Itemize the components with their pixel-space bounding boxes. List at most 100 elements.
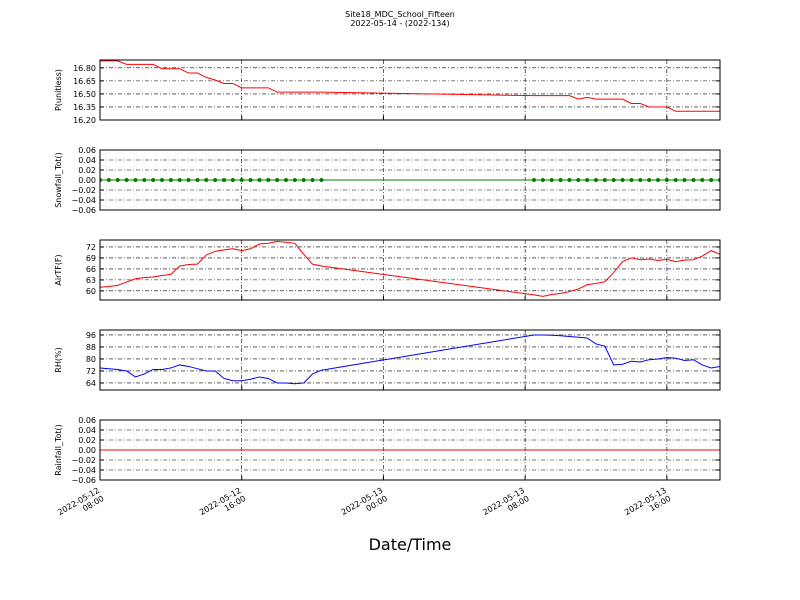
y-axis-label: Rainfall_Tot() (54, 424, 63, 476)
data-point (656, 178, 660, 182)
y-tick-label: 72 (86, 367, 96, 376)
data-point (142, 178, 147, 182)
data-point (532, 178, 536, 182)
y-tick-label: 0.02 (78, 166, 96, 175)
data-point (319, 178, 324, 182)
data-point (301, 178, 306, 182)
data-point (160, 178, 164, 182)
y-tick-label: 0.00 (78, 176, 96, 185)
y-axis-label: RH(%) (54, 347, 63, 372)
y-tick-label: 63 (86, 276, 96, 285)
y-tick-label: 64 (86, 379, 96, 388)
data-point (248, 178, 253, 182)
data-point (239, 178, 244, 182)
data-point (106, 178, 111, 182)
y-tick-label: −0.02 (71, 456, 96, 465)
x-axis-label: Date/Time (369, 535, 452, 554)
data-point (638, 178, 643, 182)
plot-frame (99, 419, 721, 481)
data-point (682, 178, 687, 182)
y-axis-label: Snowfall_Tot() (54, 152, 63, 208)
y-tick-label: 16.50 (73, 90, 96, 99)
chart-subtitle: 2022-05-14 - (2022-134) (350, 19, 449, 28)
data-point (700, 178, 705, 182)
chart-title: Site18_MDC_School_Fifteen (345, 10, 455, 19)
y-tick-label: 0.04 (78, 156, 96, 165)
data-point (611, 178, 616, 182)
y-tick-label: 16.80 (73, 64, 96, 73)
y-tick-label: −0.02 (71, 186, 96, 195)
data-line (100, 240, 720, 297)
data-point (230, 178, 235, 182)
x-tick-label: 2022-05-1216:00 (198, 486, 247, 525)
y-tick-label: −0.04 (71, 466, 96, 475)
data-point (709, 178, 714, 182)
y-tick-label: 16.65 (73, 77, 96, 86)
x-tick-label: 2022-05-1316:00 (623, 486, 672, 525)
data-point (549, 178, 554, 182)
y-axis-label: P(unitless) (54, 69, 63, 111)
y-tick-label: 0.00 (78, 446, 96, 455)
data-point (186, 178, 191, 182)
data-point (115, 178, 120, 182)
x-tick-label: 2022-05-1208:00 (56, 486, 105, 525)
data-point (177, 178, 182, 182)
plot-frame (99, 149, 721, 211)
y-axis-label: AirTF(F) (54, 254, 63, 285)
y-tick-label: 0.06 (78, 146, 96, 155)
y-tick-label: 16.35 (73, 103, 96, 112)
data-point (673, 178, 678, 182)
plot-frame (99, 59, 721, 121)
x-tick-label: 2022-05-1300:00 (340, 486, 389, 525)
data-point (292, 178, 297, 182)
data-point (195, 178, 200, 182)
y-tick-label: −0.06 (71, 206, 96, 215)
y-tick-label: 66 (86, 265, 96, 274)
data-line (100, 60, 720, 112)
series-group (100, 178, 720, 182)
data-point (567, 178, 572, 182)
data-point (594, 178, 598, 182)
data-point (213, 178, 218, 182)
plot-frame (99, 329, 721, 391)
data-point (664, 178, 669, 182)
y-tick-label: 96 (86, 331, 96, 340)
y-tick-label: 16.20 (73, 116, 96, 125)
y-tick-label: 0.04 (78, 426, 96, 435)
y-tick-label: −0.04 (71, 196, 96, 205)
x-tick-label: 2022-05-1308:00 (481, 486, 530, 525)
data-point (647, 178, 652, 182)
y-tick-label: 60 (86, 287, 96, 296)
y-tick-label: 0.02 (78, 436, 96, 445)
plot-frame (99, 239, 721, 301)
data-point (585, 178, 590, 182)
data-line (100, 334, 720, 385)
y-tick-label: 88 (86, 343, 96, 352)
y-tick-label: 80 (86, 355, 96, 364)
data-point (284, 178, 288, 182)
data-point (691, 178, 696, 182)
data-point (222, 178, 226, 182)
series-group (100, 60, 720, 112)
data-point (629, 178, 634, 182)
data-point (168, 178, 173, 182)
y-tick-label: −0.06 (71, 476, 96, 485)
data-point (310, 178, 315, 182)
data-point (275, 178, 280, 182)
data-point (266, 178, 271, 182)
series-group (100, 240, 720, 297)
data-point (151, 178, 156, 182)
y-tick-label: 69 (86, 254, 96, 263)
data-point (602, 178, 607, 182)
y-tick-label: 0.06 (78, 416, 96, 425)
data-point (133, 178, 138, 182)
series-group (100, 334, 720, 385)
data-point (204, 178, 209, 182)
data-point (620, 178, 625, 182)
data-point (576, 178, 581, 182)
data-point (558, 178, 563, 182)
data-point (124, 178, 129, 182)
data-point (540, 178, 545, 182)
y-tick-label: 72 (86, 243, 96, 252)
